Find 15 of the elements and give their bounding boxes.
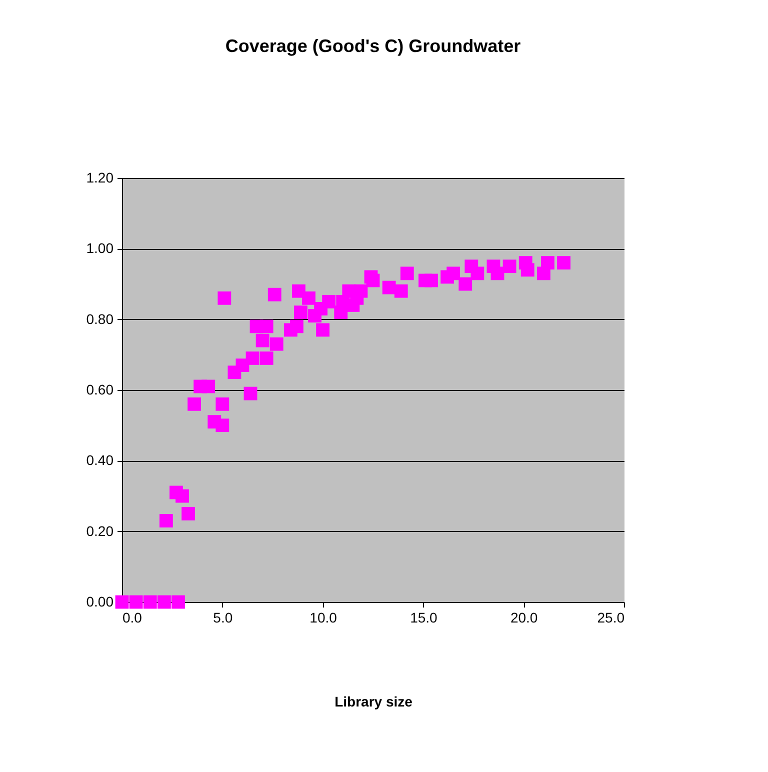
x-tick-label: 10.0 [310,610,338,626]
y-tick-label: 1.00 [86,240,114,256]
y-tick-label: 0.00 [86,594,114,610]
y-tick-label: 1.20 [86,170,114,186]
x-tick-label: 15.0 [410,610,438,626]
y-tick-label: 0.40 [86,452,114,468]
y-tick-label: 0.60 [86,382,114,398]
y-tick-label: 0.80 [86,310,114,327]
x-tick-label: 25.0 [597,610,625,626]
x-tick-label: 20.0 [510,610,538,626]
x-tick-label: 0.0 [122,610,142,626]
y-tick-label: 0.20 [86,522,114,539]
chart-title: Coverage (Good's C) Groundwater [225,36,521,56]
x-axis-title: Library size [334,694,413,710]
x-tick-label: 5.0 [213,610,233,626]
